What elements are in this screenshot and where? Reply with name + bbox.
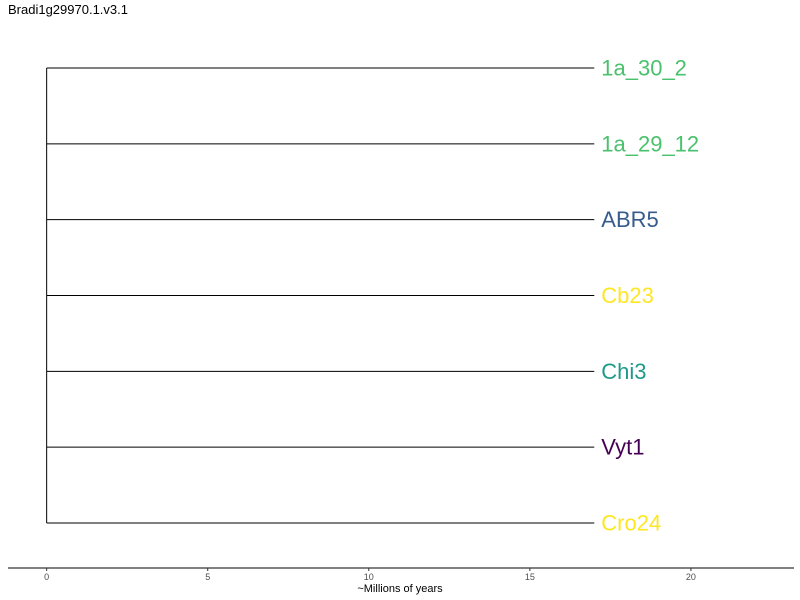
x-axis-label: ~Millions of years (357, 583, 443, 595)
x-tick-label: 15 (525, 572, 535, 582)
tip-label: 1a_30_2 (601, 56, 687, 81)
x-tick-label: 0 (44, 572, 49, 582)
x-tick-label: 10 (364, 572, 374, 582)
tip-label: Vyt1 (601, 435, 644, 460)
x-tick-label: 5 (205, 572, 210, 582)
tip-label: 1a_29_12 (601, 131, 699, 156)
tree-title: Bradi1g29970.1.v3.1 (8, 2, 128, 17)
tip-label: Cb23 (601, 283, 654, 308)
tip-label: Chi3 (601, 359, 646, 384)
tip-label: ABR5 (601, 207, 658, 232)
tip-label: Cro24 (601, 511, 661, 536)
x-tick-label: 20 (686, 572, 696, 582)
